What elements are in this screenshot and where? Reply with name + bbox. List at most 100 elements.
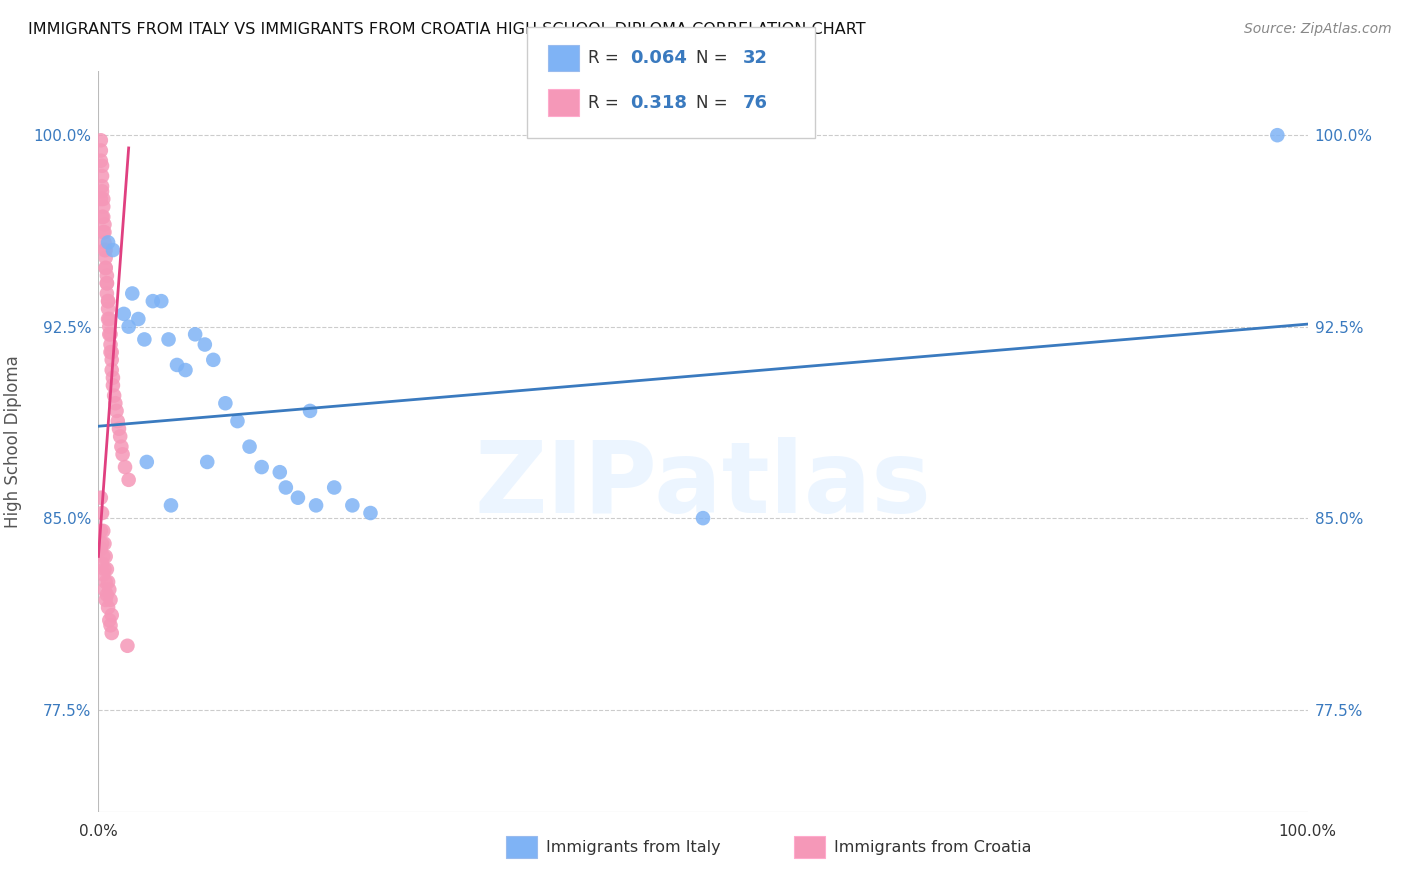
Point (121, 286, 143, 301)
Point (93, 218, 115, 232)
Point (134, 333, 156, 347)
Point (274, 481, 297, 495)
Point (96, 277, 118, 291)
Point (93, 243, 115, 257)
Point (97, 312, 120, 326)
Point (100, 618, 122, 632)
Point (94, 243, 117, 257)
Point (127, 312, 149, 326)
Text: Immigrants from Croatia: Immigrants from Croatia (834, 840, 1031, 855)
Point (135, 455, 157, 469)
Point (214, 396, 236, 410)
Point (112, 307, 135, 321)
Point (160, 499, 183, 513)
Point (91, 210, 114, 224)
Point (97, 600, 120, 615)
Point (93, 536, 115, 550)
Text: 76: 76 (742, 94, 768, 112)
Point (114, 460, 136, 475)
Point (96, 588, 118, 602)
Point (142, 294, 165, 309)
Point (94, 260, 117, 275)
Point (100, 345, 122, 359)
Point (91, 225, 114, 239)
Point (100, 608, 122, 623)
Point (287, 491, 309, 505)
Point (93, 562, 115, 576)
Y-axis label: High School Diploma: High School Diploma (4, 355, 22, 528)
Point (118, 319, 141, 334)
Point (202, 352, 225, 367)
Point (108, 429, 131, 443)
Point (174, 363, 197, 377)
Point (94, 592, 117, 607)
Point (91, 536, 114, 550)
Point (101, 243, 124, 257)
Point (90, 541, 112, 556)
Point (305, 499, 328, 513)
Point (91, 506, 114, 520)
Point (103, 388, 125, 402)
Point (108, 422, 131, 436)
Point (96, 277, 118, 291)
Point (100, 363, 122, 377)
Point (91, 192, 114, 206)
Point (1267, 128, 1289, 143)
Point (157, 333, 180, 347)
Point (98, 319, 121, 334)
Point (97, 301, 120, 316)
Point (97, 574, 120, 589)
Point (184, 327, 207, 342)
Text: ZIPatlas: ZIPatlas (475, 437, 931, 534)
Point (104, 396, 127, 410)
Point (250, 460, 273, 475)
Point (96, 268, 118, 283)
Point (96, 286, 118, 301)
Point (91, 169, 114, 183)
Point (98, 312, 121, 326)
Point (90, 192, 112, 206)
Point (97, 294, 120, 309)
Point (101, 370, 124, 384)
Point (150, 294, 173, 309)
Point (100, 345, 122, 359)
Text: Immigrants from Italy: Immigrants from Italy (546, 840, 720, 855)
Point (166, 358, 188, 372)
Point (195, 455, 218, 469)
Point (91, 557, 114, 571)
Text: IMMIGRANTS FROM ITALY VS IMMIGRANTS FROM CROATIA HIGH SCHOOL DIPLOMA CORRELATION: IMMIGRANTS FROM ITALY VS IMMIGRANTS FROM… (28, 22, 866, 37)
Point (90, 144, 112, 158)
Point (91, 159, 114, 173)
Point (93, 582, 115, 597)
Point (90, 133, 112, 147)
Point (269, 465, 291, 479)
Text: R =: R = (588, 49, 619, 67)
Point (97, 294, 120, 309)
Point (91, 210, 114, 224)
Point (91, 179, 114, 194)
Point (90, 491, 112, 505)
Point (91, 567, 114, 582)
Point (91, 524, 114, 538)
Text: 0.064: 0.064 (630, 49, 686, 67)
Point (100, 327, 122, 342)
Point (93, 225, 115, 239)
Point (692, 511, 714, 525)
Point (299, 404, 322, 418)
Point (91, 549, 114, 564)
Point (94, 260, 117, 275)
Point (111, 447, 134, 461)
Point (98, 327, 121, 342)
Point (100, 592, 122, 607)
Point (100, 352, 122, 367)
Point (118, 473, 141, 487)
Point (93, 235, 115, 250)
Text: 0.318: 0.318 (630, 94, 688, 112)
Point (239, 440, 262, 454)
Point (94, 574, 117, 589)
Point (90, 524, 112, 538)
Point (101, 378, 124, 392)
Text: N =: N = (696, 49, 727, 67)
Point (107, 414, 129, 428)
Point (96, 562, 118, 576)
